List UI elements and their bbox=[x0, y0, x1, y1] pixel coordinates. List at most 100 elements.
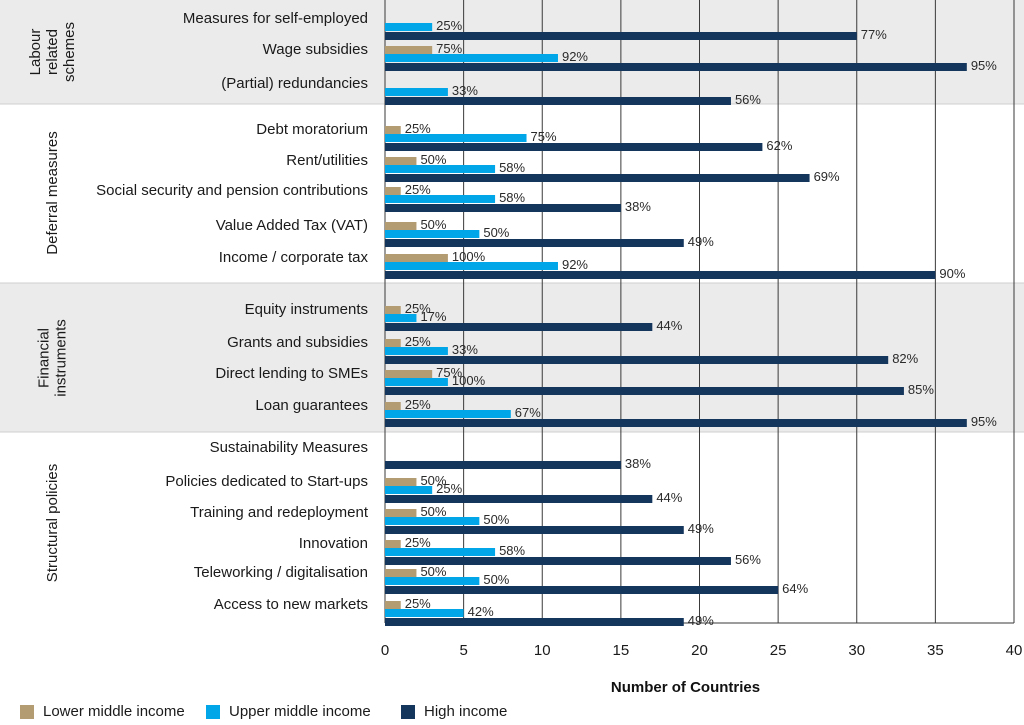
x-tick-label-15: 15 bbox=[613, 642, 630, 659]
x-tick-label-0: 0 bbox=[381, 642, 389, 659]
bar-high-income bbox=[385, 557, 731, 565]
bar-lower-middle-income bbox=[385, 601, 401, 609]
data-label-upper-middle-income: 50% bbox=[483, 512, 509, 527]
category-rows: Measures for self-employed 25%77%Wage sub… bbox=[96, 10, 997, 628]
data-label-high-income: 64% bbox=[782, 581, 808, 596]
data-label-lower-middle-income: 50% bbox=[420, 152, 446, 167]
bar-lower-middle-income bbox=[385, 402, 401, 410]
category-label: Training and redeployment bbox=[190, 504, 369, 521]
category-income-corporate-tax: Income / corporate tax 100% 92% 90% bbox=[219, 249, 966, 281]
legend-swatch-lower-middle bbox=[20, 704, 34, 719]
x-tick-labels: 0 5 10 15 20 25 30 35 40 bbox=[381, 642, 1023, 659]
bar-upper-middle-income bbox=[385, 486, 433, 494]
bar-high-income bbox=[385, 461, 621, 469]
data-label-upper-middle-income: 17% bbox=[420, 309, 446, 324]
category-label: Income / corporate tax bbox=[219, 249, 369, 266]
data-label-high-income: 95% bbox=[971, 414, 997, 429]
category-teleworking-digitalisation: Teleworking / digitalisation 50% 50% 64% bbox=[194, 564, 809, 596]
bar-high-income bbox=[385, 271, 936, 279]
bar-upper-middle-income bbox=[385, 609, 464, 617]
group-label-1: Deferral measures bbox=[44, 131, 61, 254]
legend-item-lower-middle: Lower middle income bbox=[20, 703, 185, 720]
data-label-upper-middle-income: 42% bbox=[468, 604, 494, 619]
bar-lower-middle-income bbox=[385, 509, 417, 517]
category-training-and-redeployment: Training and redeployment 50% 50% 49% bbox=[190, 504, 714, 536]
legend-item-upper-middle: Upper middle income bbox=[206, 703, 371, 720]
category-label: Direct lending to SMEs bbox=[215, 365, 368, 382]
data-label-upper-middle-income: 75% bbox=[531, 129, 557, 144]
x-tick-label-35: 35 bbox=[927, 642, 944, 659]
category-direct-lending-to-smes: Direct lending to SMEs 75%100% 85% bbox=[215, 365, 934, 397]
category-policies-dedicated-to-start-ups: Policies dedicated to Start-ups 50%25% 44% bbox=[165, 473, 682, 505]
legend: Lower middle income Upper middle income … bbox=[0, 703, 1024, 725]
data-label-upper-middle-income: 25% bbox=[436, 481, 462, 496]
bar-lower-middle-income bbox=[385, 540, 401, 548]
group-label-line: Labour bbox=[27, 29, 44, 76]
data-label-upper-middle-income: 33% bbox=[452, 83, 478, 98]
bar-upper-middle-income bbox=[385, 54, 558, 62]
data-label-high-income: 56% bbox=[735, 552, 761, 567]
bar-upper-middle-income bbox=[385, 134, 527, 142]
data-label-high-income: 44% bbox=[656, 318, 682, 333]
bar-lower-middle-income bbox=[385, 569, 417, 577]
bar-upper-middle-income bbox=[385, 347, 448, 355]
category-wage-subsidies: Wage subsidies 75% 92% 95% bbox=[263, 41, 998, 73]
legend-item-high: High income bbox=[401, 703, 507, 720]
group-label-line: Structural policies bbox=[44, 464, 61, 582]
data-label-lower-middle-income: 50% bbox=[420, 217, 446, 232]
bar-lower-middle-income bbox=[385, 222, 417, 230]
data-label-high-income: 49% bbox=[688, 613, 714, 628]
x-tick-label-25: 25 bbox=[770, 642, 787, 659]
bar-high-income bbox=[385, 526, 684, 534]
bar-upper-middle-income bbox=[385, 548, 496, 556]
x-tick-label-30: 30 bbox=[848, 642, 865, 659]
legend-swatch-high bbox=[401, 704, 415, 719]
bar-high-income bbox=[385, 419, 967, 427]
bar-upper-middle-income bbox=[385, 517, 480, 525]
bar-high-income bbox=[385, 323, 653, 331]
bar-high-income bbox=[385, 63, 967, 71]
category-value-added-tax-vat: Value Added Tax (VAT) 50% 50% 49% bbox=[216, 217, 715, 249]
data-label-upper-middle-income: 100% bbox=[452, 373, 486, 388]
data-label-lower-middle-income: 25% bbox=[405, 121, 431, 136]
data-label-upper-middle-income: 33% bbox=[452, 342, 478, 357]
bar-lower-middle-income bbox=[385, 187, 401, 195]
bar-high-income bbox=[385, 356, 889, 364]
data-label-upper-middle-income: 58% bbox=[499, 190, 525, 205]
bar-lower-middle-income bbox=[385, 370, 433, 378]
bar-high-income bbox=[385, 97, 731, 105]
data-label-lower-middle-income: 100% bbox=[452, 249, 486, 264]
data-label-upper-middle-income: 50% bbox=[483, 225, 509, 240]
data-label-high-income: 69% bbox=[814, 169, 840, 184]
bar-upper-middle-income bbox=[385, 23, 433, 31]
data-label-upper-middle-income: 92% bbox=[562, 257, 588, 272]
category-label: Rent/utilities bbox=[286, 152, 368, 169]
data-label-high-income: 49% bbox=[688, 234, 714, 249]
legend-swatch-upper-middle bbox=[206, 704, 220, 719]
bar-high-income bbox=[385, 239, 684, 247]
x-axis-title: Number of Countries bbox=[611, 679, 760, 696]
data-label-high-income: 90% bbox=[939, 266, 965, 281]
category-label: Measures for self-employed bbox=[183, 10, 368, 27]
data-label-high-income: 38% bbox=[625, 199, 651, 214]
data-label-high-income: 82% bbox=[892, 351, 918, 366]
category-label: (Partial) redundancies bbox=[221, 75, 368, 92]
data-label-lower-middle-income: 25% bbox=[405, 397, 431, 412]
data-label-lower-middle-income: 25% bbox=[405, 596, 431, 611]
bar-upper-middle-income bbox=[385, 195, 496, 203]
category-debt-moratorium: Debt moratorium 25% 75% 62% bbox=[256, 121, 793, 153]
group-labels: Labourrelatedschemes Deferral measures Fin… bbox=[27, 22, 78, 582]
category-access-to-new-markets: Access to new markets 25% 42% 49% bbox=[214, 596, 714, 628]
legend-label-upper-middle: Upper middle income bbox=[229, 703, 371, 720]
category-label: Loan guarantees bbox=[255, 397, 368, 414]
bar-upper-middle-income bbox=[385, 314, 417, 322]
group-label-line: Financial bbox=[36, 328, 53, 388]
data-label-high-income: 49% bbox=[688, 521, 714, 536]
data-label-lower-middle-income: 25% bbox=[405, 334, 431, 349]
data-label-high-income: 95% bbox=[971, 58, 997, 73]
bar-high-income bbox=[385, 495, 653, 503]
category-label: Debt moratorium bbox=[256, 121, 368, 138]
bar-lower-middle-income bbox=[385, 126, 401, 134]
bar-lower-middle-income bbox=[385, 157, 417, 165]
category-measures-for-self-employed: Measures for self-employed 25% 77% bbox=[183, 10, 887, 42]
